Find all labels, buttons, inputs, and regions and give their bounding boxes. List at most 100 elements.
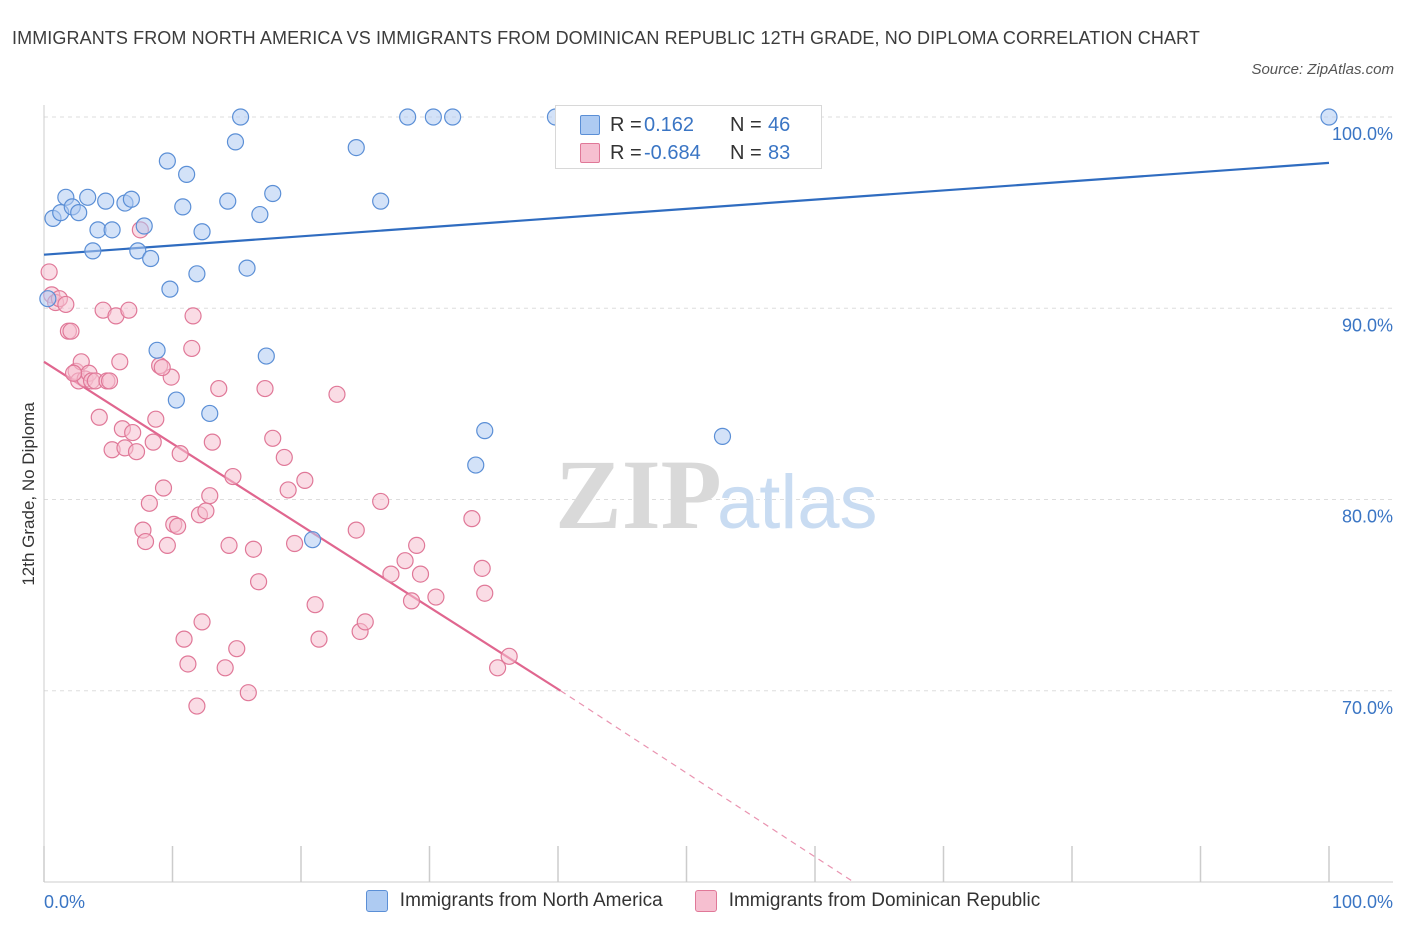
- point-dominican-republic: [210, 379, 228, 398]
- correlation-legend: R = 0.162 N = 46 R = -0.684 N = 83: [555, 105, 822, 169]
- point-dominican-republic: [244, 540, 263, 558]
- series-legend-item-north-america[interactable]: Immigrants from North America: [365, 890, 663, 912]
- point-north-america: [226, 133, 245, 151]
- legend-swatch-blue: [580, 115, 600, 135]
- series-legend-label: Immigrants from North America: [399, 890, 663, 911]
- point-north-america: [79, 188, 97, 206]
- point-dominican-republic: [285, 534, 304, 553]
- point-dominican-republic: [144, 433, 162, 451]
- series-legend-item-dominican-republic[interactable]: Immigrants from Dominican Republic: [694, 890, 1041, 912]
- point-dominican-republic: [90, 408, 108, 426]
- legend-swatch-pink: [580, 143, 600, 163]
- point-dominican-republic: [296, 471, 314, 489]
- point-dominican-republic: [216, 659, 234, 677]
- point-dominican-republic: [328, 385, 346, 403]
- legend-n-value: 46: [768, 113, 791, 136]
- point-dominican-republic: [169, 517, 187, 535]
- chart-source: Source: ZipAtlas.com: [1251, 61, 1394, 78]
- point-dominican-republic: [57, 295, 75, 314]
- point-north-america: [372, 192, 390, 210]
- point-north-america: [303, 531, 322, 549]
- point-dominican-republic: [154, 479, 173, 497]
- point-north-america: [467, 456, 485, 474]
- point-dominican-republic: [120, 301, 138, 319]
- point-north-america: [158, 152, 176, 170]
- legend-n-label: N =: [730, 113, 762, 136]
- series-legend-label: Immigrants from Dominican Republic: [728, 890, 1041, 911]
- point-north-america: [122, 190, 140, 208]
- data-points: [39, 108, 1338, 715]
- point-north-america: [161, 280, 179, 298]
- point-north-america: [201, 404, 219, 423]
- point-dominican-republic: [171, 445, 189, 463]
- point-dominican-republic: [256, 379, 274, 398]
- point-north-america: [424, 108, 442, 126]
- trendline-north-america: [43, 161, 1330, 256]
- point-dominican-republic: [62, 322, 80, 340]
- point-north-america: [39, 290, 57, 308]
- point-north-america: [129, 242, 147, 260]
- point-dominican-republic: [193, 613, 211, 631]
- point-north-america: [174, 198, 192, 216]
- y-tick-label: 100.0%: [1332, 124, 1393, 144]
- point-north-america: [178, 165, 196, 183]
- grid-lines: [44, 116, 1393, 692]
- point-north-america: [97, 192, 115, 210]
- point-dominican-republic: [175, 630, 193, 648]
- point-dominican-republic: [183, 339, 201, 358]
- y-tick-label: 80.0%: [1342, 507, 1393, 527]
- legend-row-dominican-republic: R = -0.684 N = 83: [580, 141, 790, 165]
- point-dominican-republic: [136, 532, 155, 551]
- y-axis-label: 12th Grade, No Diploma: [19, 402, 38, 586]
- point-north-america: [476, 422, 494, 440]
- point-north-america: [399, 108, 417, 126]
- point-dominican-republic: [476, 584, 494, 602]
- point-dominican-republic: [411, 565, 430, 583]
- watermark-zip: ZIP: [555, 439, 722, 550]
- point-dominican-republic: [184, 307, 202, 325]
- trendline-dominican-republic: [43, 360, 562, 692]
- point-dominican-republic: [382, 565, 400, 583]
- point-north-america: [264, 184, 282, 203]
- point-north-america: [713, 427, 732, 445]
- legend-r-label: R =: [610, 113, 642, 136]
- point-dominican-republic: [408, 536, 426, 555]
- point-dominican-republic: [463, 510, 481, 528]
- watermark-atlas: atlas: [717, 460, 878, 545]
- point-dominican-republic: [100, 372, 119, 390]
- point-dominican-republic: [224, 467, 242, 486]
- legend-row-north-america: R = 0.162 N = 46: [580, 113, 790, 137]
- legend-n-label: N =: [730, 141, 762, 164]
- point-north-america: [1320, 108, 1338, 126]
- point-north-america: [167, 391, 185, 409]
- point-dominican-republic: [500, 647, 518, 665]
- point-dominican-republic: [228, 640, 246, 658]
- point-dominican-republic: [356, 613, 374, 631]
- axes: [43, 105, 1393, 883]
- point-north-america: [219, 192, 237, 210]
- point-north-america: [347, 139, 365, 157]
- point-dominican-republic: [127, 443, 146, 461]
- point-dominican-republic: [396, 552, 414, 570]
- point-north-america: [84, 242, 102, 260]
- point-north-america: [142, 249, 160, 268]
- point-dominican-republic: [153, 358, 171, 377]
- point-dominican-republic: [124, 423, 142, 442]
- point-dominican-republic: [279, 481, 297, 499]
- point-dominican-republic: [140, 494, 158, 512]
- point-north-america: [135, 217, 153, 235]
- point-dominican-republic: [347, 521, 365, 539]
- point-dominican-republic: [489, 659, 507, 677]
- point-dominican-republic: [188, 697, 206, 715]
- point-dominican-republic: [264, 429, 282, 447]
- point-north-america: [103, 221, 121, 239]
- x-tick-label-max: 100.0%: [1332, 892, 1393, 912]
- point-dominican-republic: [197, 502, 215, 520]
- point-dominican-republic: [306, 596, 324, 614]
- point-dominican-republic: [111, 353, 129, 371]
- trendline-dominican-republic-extension: [560, 690, 854, 883]
- series-swatch-pink: [694, 890, 717, 912]
- point-dominican-republic: [147, 410, 165, 428]
- point-dominican-republic: [40, 263, 58, 281]
